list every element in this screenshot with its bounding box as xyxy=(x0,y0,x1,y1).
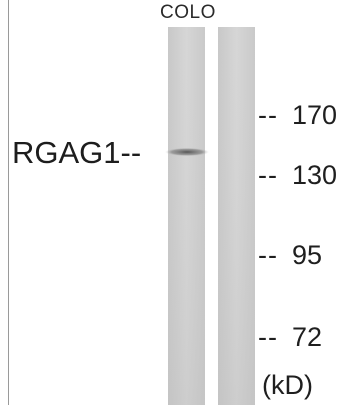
marker-value: 72 xyxy=(291,322,323,352)
marker-dash: -- xyxy=(258,160,278,190)
marker-dash: -- xyxy=(258,240,278,270)
unit-label: (kD) xyxy=(262,370,313,400)
marker-170: -- 170 xyxy=(258,100,337,131)
lane-2 xyxy=(218,27,255,405)
sample-label: COLO xyxy=(160,2,216,23)
marker-dash: -- xyxy=(258,100,278,130)
marker-130: -- 130 xyxy=(258,160,337,191)
marker-95: -- 95 xyxy=(258,240,322,271)
image-frame-left-edge xyxy=(8,0,9,405)
marker-72: -- 72 xyxy=(258,322,322,353)
marker-dash: -- xyxy=(258,322,278,352)
marker-value: 95 xyxy=(291,240,323,270)
marker-value: 130 xyxy=(291,160,338,190)
lane-1 xyxy=(168,27,205,405)
marker-value: 170 xyxy=(291,100,338,130)
rgag1-band xyxy=(165,147,209,157)
protein-label: RGAG1-- xyxy=(12,135,142,170)
